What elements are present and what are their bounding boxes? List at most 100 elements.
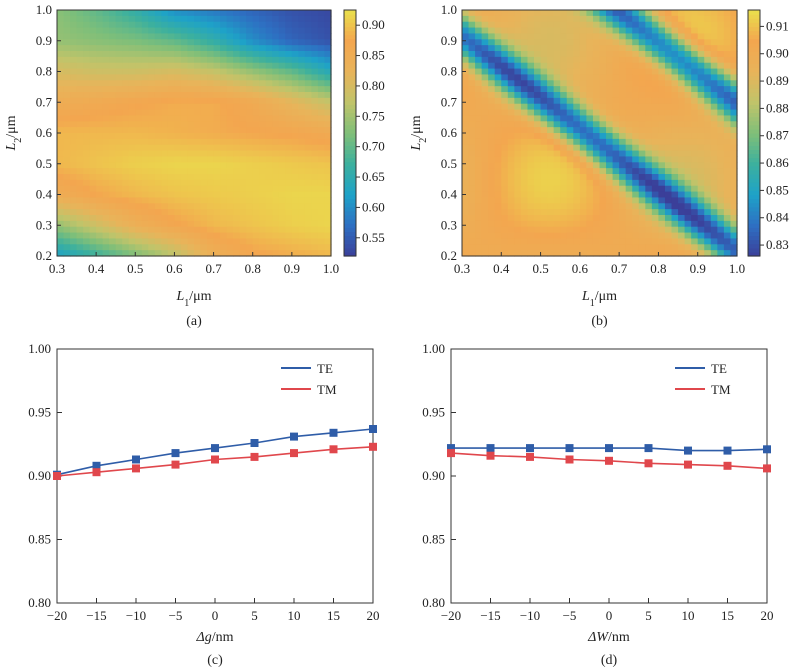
heatmap-cell [619,127,627,134]
heatmap-cell [691,232,699,240]
heatmap-cell [57,133,65,140]
heatmap-cell [272,150,280,158]
heatmap-cell [194,97,202,105]
colorbar-segment [344,141,356,146]
legend-label: TE [711,361,727,376]
heatmap-cell [154,174,162,181]
heatmap-cell [304,27,313,35]
heatmap-cell [671,244,679,251]
heatmap-cell [540,179,548,187]
heatmap-cell [259,238,267,245]
heatmap-cell [520,51,529,58]
heatmap-cell [220,92,228,99]
heatmap-cell [70,86,78,93]
heatmap-cell [717,191,725,199]
heatmap-cell [57,179,65,187]
heatmap-cell [723,80,732,87]
heatmap-cell [154,121,162,128]
heatmap-cell [272,209,280,216]
heatmap-cell [317,191,326,199]
heatmap-cell [691,133,699,140]
heatmap-cell [606,150,614,158]
heatmap-cell [154,92,162,99]
x-tick-label: −5 [563,608,577,623]
heatmap-cell [259,62,267,70]
heatmap-cell [154,127,162,134]
heatmap-cell [547,156,555,163]
heatmap-cell [638,226,646,234]
heatmap-cell [547,250,555,257]
heatmap-cell [278,51,286,58]
heatmap-cell [730,220,738,228]
y-tick-label: 0.8 [441,64,457,79]
heatmap-cell [579,97,588,105]
heatmap-cell [226,232,234,240]
heatmap-cell [599,92,607,99]
heatmap-cell [311,80,319,87]
heatmap-cell [710,138,718,146]
heatmap-cell [664,156,673,163]
heatmap-cell [462,203,470,210]
heatmap-cell [200,203,208,210]
x-tick-label: 1.0 [729,261,745,276]
heatmap-cell [265,27,273,35]
heatmap-cell [704,86,712,93]
heatmap-cell [612,86,620,93]
heatmap-cell [174,174,182,181]
heatmap-cell [494,209,502,216]
heatmap-cell [632,215,640,222]
heatmap-cell [70,156,78,163]
heatmap-cell [651,109,660,117]
heatmap-cell [579,15,588,23]
heatmap-cell [468,250,476,257]
heatmap-cell [135,86,143,93]
heatmap-cell [102,220,110,228]
heatmap-cell [252,92,260,99]
heatmap-cell [710,162,718,169]
heatmap-cell [534,174,542,181]
heatmap-cell [63,39,71,46]
heatmap-cell [678,226,686,234]
heatmap-cell [507,215,515,222]
heatmap-cell [317,56,326,64]
heatmap-cell [57,39,65,46]
heatmap-cell [102,68,110,76]
heatmap-cell [96,56,104,64]
heatmap-cell [298,45,306,52]
heatmap-cell [148,226,156,234]
heatmap-cell [704,97,712,105]
heatmap-cell [291,56,299,64]
heatmap-cell [96,162,104,169]
heatmap-cell [501,92,509,99]
heatmap-cell [632,220,640,228]
heatmap-cell [527,191,535,199]
heatmap-cell [586,21,594,29]
heatmap-cell [704,51,712,58]
heatmap-cell [233,150,241,158]
heatmap-cell [252,138,260,146]
heatmap-cell [717,21,725,29]
heatmap-cell [128,68,136,76]
heatmap-cell [520,62,529,70]
heatmap-cell [298,197,306,204]
heatmap-cell [494,92,502,99]
heatmap-cell [560,197,568,204]
heatmap-cell [488,215,496,222]
colorbar-segment [748,18,760,23]
heatmap-cell [233,27,241,35]
heatmap-cell [691,109,699,117]
heatmap-cell [285,127,293,134]
heatmap-cell [704,92,712,99]
heatmap-cell [135,191,143,199]
heatmap-cell [246,68,254,76]
heatmap-cell [259,162,267,169]
heatmap-cell [233,97,241,105]
heatmap-cell [697,220,705,228]
heatmap-cell [298,150,306,158]
heatmap-cell [730,92,738,99]
heatmap-cell [272,203,280,210]
heatmap-cell [645,238,653,245]
heatmap-cell [507,203,515,210]
heatmap-cell [200,92,208,99]
heatmap-cell [488,209,496,216]
